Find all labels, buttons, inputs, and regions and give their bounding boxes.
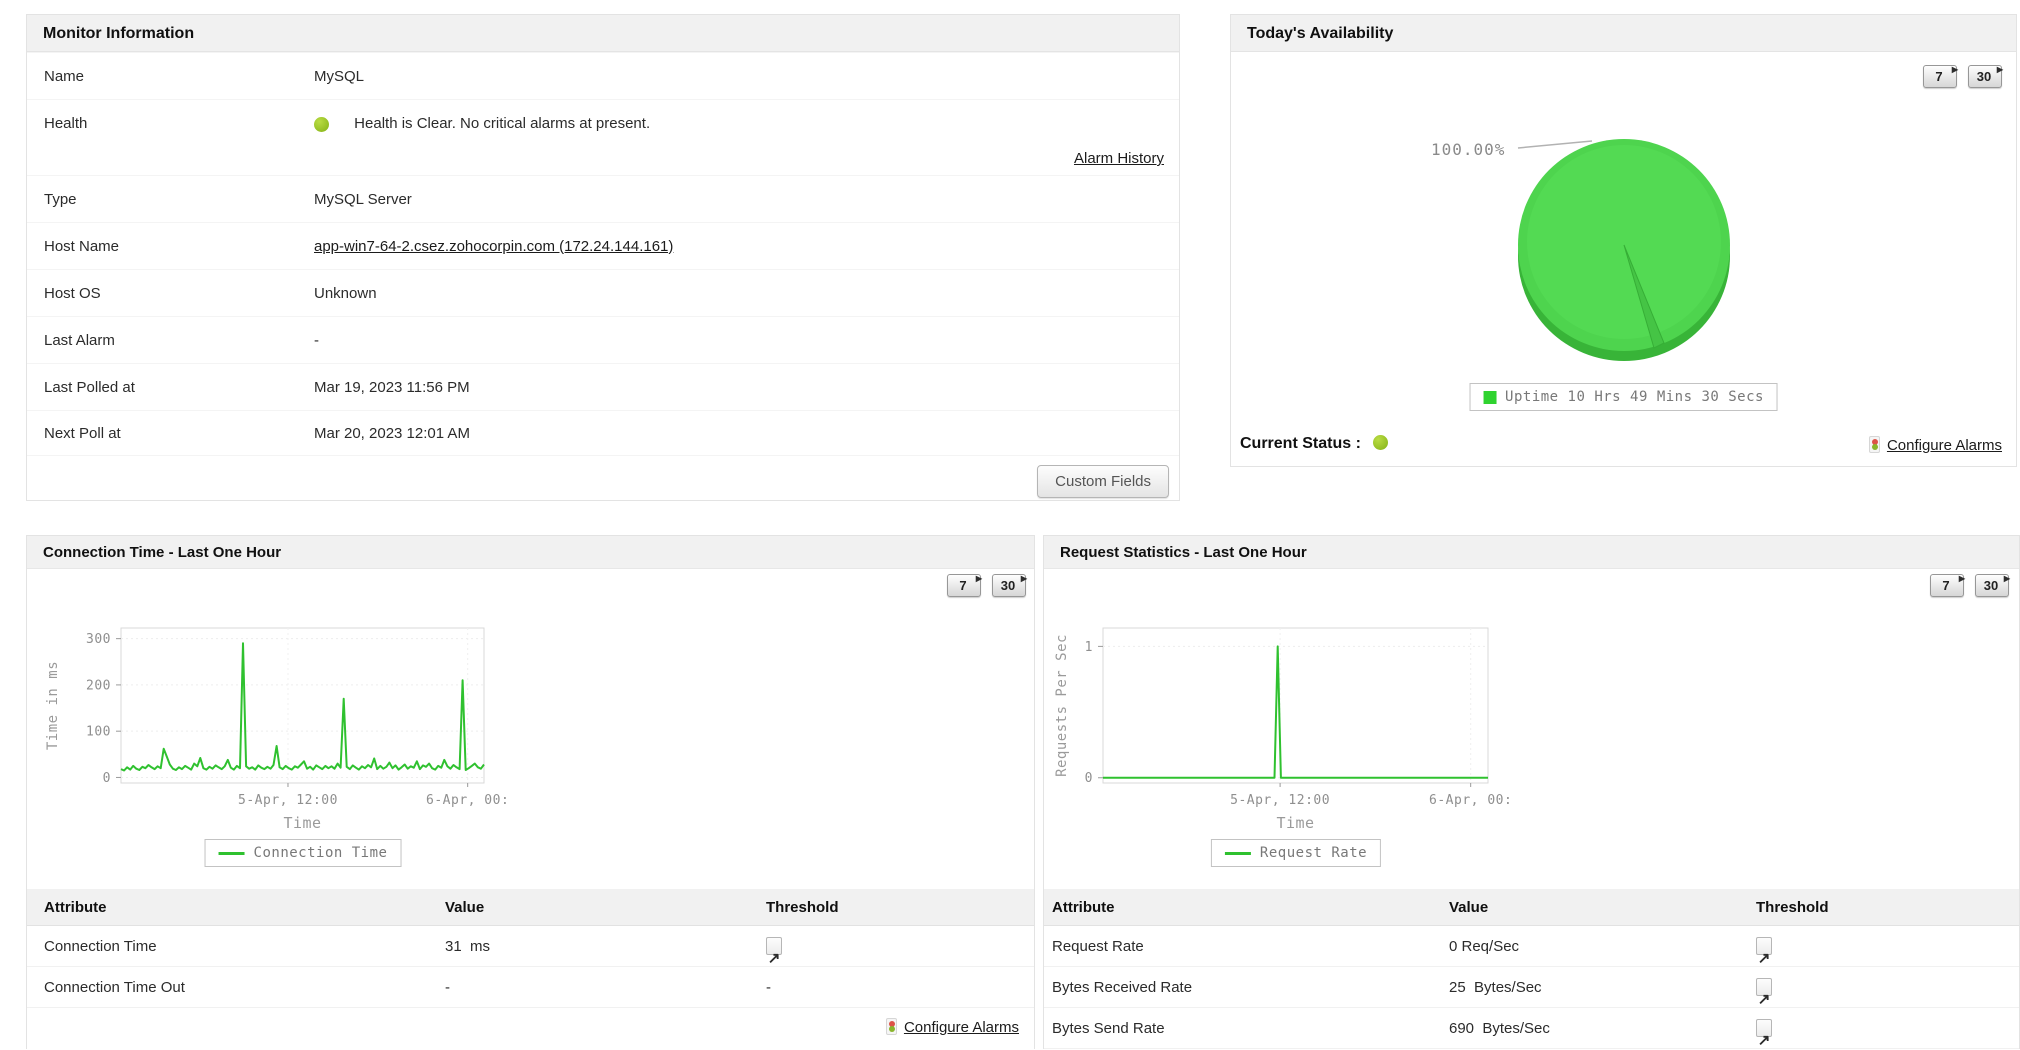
- chevron-right-icon: ▶: [975, 574, 982, 583]
- row-label: Host Name: [44, 237, 120, 255]
- svg-text:Requests Per Sec: Requests Per Sec: [1054, 634, 1070, 777]
- row-value: MySQL: [314, 67, 365, 85]
- availability-title: Today's Availability: [1231, 15, 2016, 52]
- period-7-button[interactable]: 7 ▶: [947, 574, 982, 597]
- period-30-button[interactable]: 30 ▶: [1975, 574, 2010, 597]
- threshold-icon[interactable]: ↗: [1756, 978, 1772, 1008]
- svg-text:5-Apr, 12:00: 5-Apr, 12:00: [238, 793, 338, 808]
- row-label: Type: [44, 190, 77, 208]
- row-label: Last Alarm: [44, 331, 115, 349]
- period-30-button[interactable]: 30 ▶: [992, 574, 1027, 597]
- svg-text:Time: Time: [283, 814, 321, 832]
- period-30-button[interactable]: 30 ▶: [1968, 65, 2003, 88]
- table-row: Connection Time 31 ms ↗: [27, 926, 1034, 967]
- monitor-row-nextpoll: Next Poll at Mar 20, 2023 12:01 AM: [27, 410, 1179, 455]
- monitor-row-type: Type MySQL Server: [27, 175, 1179, 222]
- connection-period-buttons: 7 ▶ 30 ▶: [947, 574, 1027, 597]
- row-value: Unknown: [314, 284, 377, 302]
- chevron-right-icon: ▶: [1958, 574, 1965, 583]
- uptime-legend-swatch: [1483, 390, 1497, 404]
- svg-text:5-Apr, 12:00: 5-Apr, 12:00: [1230, 793, 1330, 808]
- connection-configure-alarms: Configure Alarms: [885, 1018, 1019, 1036]
- monitor-information-title: Monitor Information: [27, 15, 1179, 52]
- availability-panel: Today's Availability 7 ▶ 30 ▶ 100.00% Upti…: [1230, 14, 2017, 467]
- svg-text:0: 0: [1085, 771, 1093, 786]
- request-period-buttons: 7 ▶ 30 ▶: [1930, 574, 2010, 597]
- svg-text:Time in ms: Time in ms: [45, 661, 61, 750]
- threshold-icon[interactable]: ↗: [1756, 937, 1772, 967]
- configure-alarms-link[interactable]: Configure Alarms: [1886, 437, 2002, 454]
- svg-text:Time: Time: [1276, 814, 1314, 832]
- table-row: Bytes Received Rate 25 Bytes/Sec ↗: [1044, 967, 2019, 1008]
- row-label: Next Poll at: [44, 424, 121, 442]
- request-statistics-panel: Request Statistics - Last One Hour 7 ▶ 30…: [1043, 535, 2020, 1049]
- svg-text:300: 300: [86, 632, 111, 647]
- row-label: Name: [44, 67, 85, 85]
- table-header-row: Attribute Value Threshold: [1044, 889, 2019, 926]
- monitor-footer: Custom Fields: [27, 455, 1179, 506]
- table-row: Connection Time Out - -: [27, 967, 1034, 1008]
- health-text: Health is Clear. No critical alarms at p…: [354, 115, 651, 132]
- table-row: Bytes Send Rate 690 Bytes/Sec ↗: [1044, 1008, 2019, 1049]
- monitor-row-name: Name MySQL: [27, 52, 1179, 99]
- svg-text:6-Apr, 00:: 6-Apr, 00:: [426, 793, 509, 808]
- custom-fields-button[interactable]: Custom Fields: [1037, 464, 1169, 498]
- threshold-icon[interactable]: ↗: [766, 937, 782, 967]
- line-swatch: [1224, 851, 1251, 855]
- traffic-light-icon: [1868, 436, 1880, 453]
- current-status: Current Status :: [1240, 435, 1389, 453]
- table-header-row: Attribute Value Threshold: [27, 889, 1034, 926]
- request-rate-chart-legend: Request Rate: [1210, 839, 1382, 867]
- threshold-icon[interactable]: ↗: [1756, 1019, 1772, 1049]
- row-value: app-win7-64-2.csez.zohocorpin.com (172.2…: [314, 238, 1179, 255]
- monitor-information-panel: Monitor Information Name MySQL Health He…: [26, 14, 1180, 501]
- host-name-link[interactable]: app-win7-64-2.csez.zohocorpin.com (172.2…: [314, 237, 674, 255]
- row-label: Last Polled at: [44, 378, 135, 396]
- row-label: Host OS: [44, 284, 101, 302]
- traffic-light-icon: [885, 1018, 897, 1035]
- health-status-icon: [314, 116, 329, 132]
- svg-text:6-Apr, 00:: 6-Apr, 00:: [1429, 793, 1512, 808]
- table-row: Request Rate 0 Req/Sec ↗: [1044, 926, 2019, 967]
- current-status-icon: [1373, 435, 1389, 450]
- availability-legend: Uptime 10 Hrs 49 Mins 30 Secs: [1469, 383, 1778, 411]
- request-statistics-title: Request Statistics - Last One Hour: [1044, 536, 2019, 569]
- connection-time-chart: 0 100 200 300 5-Apr, 12:00 6-Apr, 00: Time in …: [27, 606, 567, 881]
- row-value: Mar 20, 2023 12:01 AM: [314, 424, 470, 442]
- chevron-right-icon: ▶: [2003, 574, 2010, 583]
- monitor-row-health: Health Health is Clear. No critical alar…: [27, 99, 1179, 175]
- connection-time-title: Connection Time - Last One Hour: [27, 536, 1034, 569]
- connection-time-panel: Connection Time - Last One Hour 7 ▶ 30 ▶ 0…: [26, 535, 1035, 1049]
- svg-text:100: 100: [86, 725, 111, 740]
- svg-text:200: 200: [86, 678, 111, 693]
- chevron-right-icon: ▶: [1020, 574, 1027, 583]
- row-value: MySQL Server: [314, 190, 412, 208]
- configure-alarms-link[interactable]: Configure Alarms: [903, 1019, 1019, 1036]
- row-value: Health is Clear. No critical alarms at p…: [314, 115, 1179, 132]
- chevron-right-icon: ▶: [1951, 65, 1958, 74]
- row-value: -: [314, 331, 319, 349]
- chevron-right-icon: ▶: [1996, 65, 2003, 74]
- availability-period-buttons: 7 ▶ 30 ▶: [1923, 65, 2003, 88]
- monitor-row-lastalarm: Last Alarm -: [27, 316, 1179, 363]
- svg-text:1: 1: [1085, 640, 1093, 655]
- connection-time-chart-legend: Connection Time: [204, 839, 402, 867]
- pie-percentage-label: 100.00%: [1431, 140, 1506, 159]
- monitor-row-hostname: Host Name app-win7-64-2.csez.zohocorpin.…: [27, 222, 1179, 269]
- svg-text:0: 0: [103, 771, 111, 786]
- period-7-button[interactable]: 7 ▶: [1923, 65, 1958, 88]
- alarm-history-link[interactable]: Alarm History: [1073, 150, 1164, 167]
- period-7-button[interactable]: 7 ▶: [1930, 574, 1965, 597]
- monitor-row-lastpolled: Last Polled at Mar 19, 2023 11:56 PM: [27, 363, 1179, 410]
- monitor-row-hostos: Host OS Unknown: [27, 269, 1179, 316]
- row-label: Health: [44, 115, 88, 132]
- request-rate-chart: 0 1 5-Apr, 12:00 6-Apr, 00: Requests Per Sec…: [1044, 606, 1584, 881]
- availability-pie-chart: [1517, 139, 1730, 361]
- row-value: Mar 19, 2023 11:56 PM: [314, 378, 470, 396]
- line-swatch: [218, 851, 245, 855]
- availability-configure-alarms: Configure Alarms: [1868, 436, 2002, 454]
- uptime-legend-label: Uptime 10 Hrs 49 Mins 30 Secs: [1505, 389, 1764, 405]
